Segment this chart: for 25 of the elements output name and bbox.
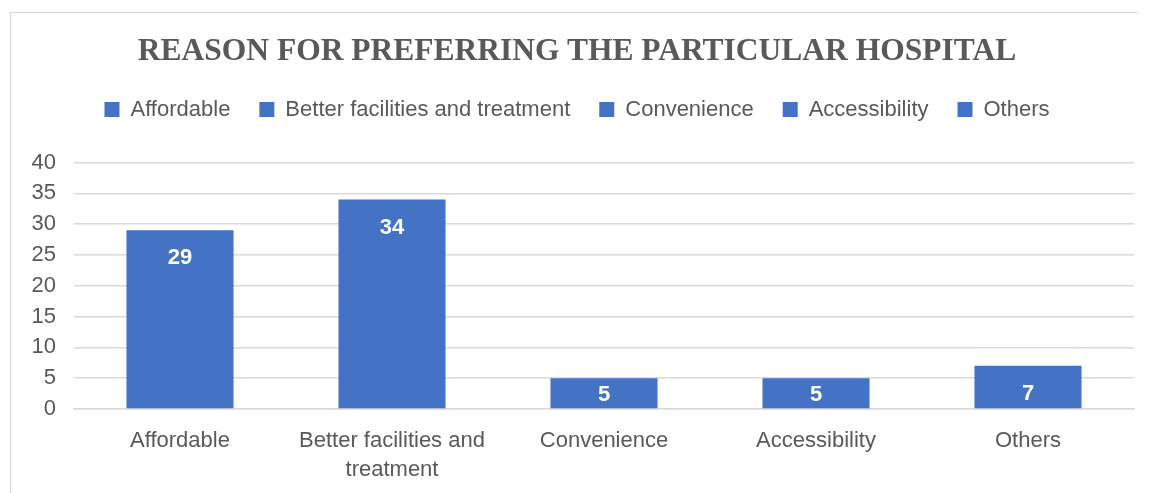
data-label: 5 <box>809 381 823 407</box>
y-tick-label: 35 <box>31 179 56 205</box>
y-tick-label: 25 <box>31 241 56 266</box>
x-tick-label: Better facilities and treatment <box>299 427 485 481</box>
legend-label: Better facilities and treatment <box>285 95 571 121</box>
legend-label: Accessibility <box>808 95 929 121</box>
data-label: 5 <box>597 381 611 407</box>
y-tick-label: 5 <box>43 364 56 390</box>
legend-label: Affordable <box>130 95 231 121</box>
data-label: 7 <box>1021 379 1035 405</box>
data-label: 29 <box>167 244 193 270</box>
x-tick-label: Others <box>994 427 1062 453</box>
y-tick-label: 0 <box>43 395 56 421</box>
y-tick-label: 15 <box>31 302 56 328</box>
y-tick-label: 30 <box>31 210 56 236</box>
x-tick-label: Accessibility <box>756 427 876 453</box>
data-label: 34 <box>379 213 405 239</box>
y-tick-label: 20 <box>31 271 56 297</box>
legend-label: Convenience <box>625 95 754 121</box>
x-tick-label: Affordable <box>130 427 230 453</box>
legend-label: Others <box>983 95 1050 121</box>
chart-title: REASON FOR PREFERRING THE PARTICULAR HOSPITAL <box>137 31 1017 67</box>
y-tick-label: 40 <box>31 148 56 174</box>
y-tick-label: 10 <box>31 333 56 359</box>
x-tick-label: Convenience <box>539 427 669 453</box>
